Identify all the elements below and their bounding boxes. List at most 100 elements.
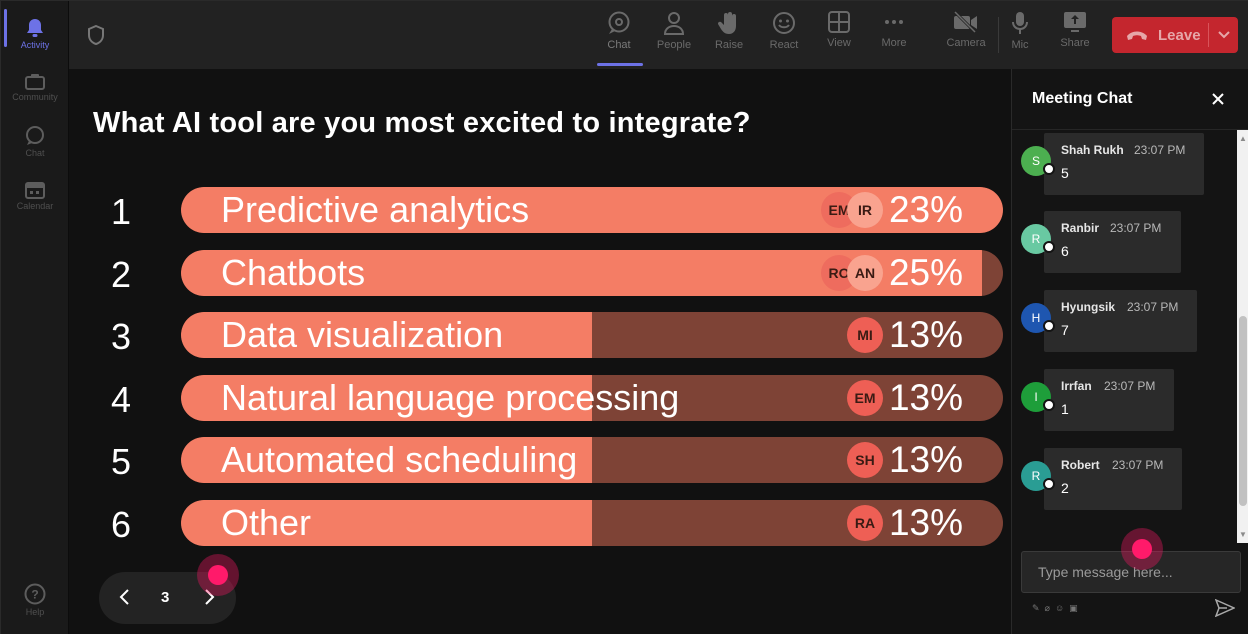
chat-icon <box>26 126 44 145</box>
rail-label-activity: Activity <box>20 40 50 50</box>
poll-option-label: Chatbots <box>221 252 366 293</box>
poll-option-number: 5 <box>110 441 132 482</box>
presence-indicator <box>1043 478 1055 490</box>
voter-avatar: AN <box>847 255 883 291</box>
gif-icon[interactable]: ▣ <box>1069 603 1078 613</box>
emoji-icon[interactable]: ☺ <box>1054 603 1065 613</box>
presence-indicator <box>1043 399 1055 411</box>
poll-option-row: 2 Chatbots RO AN 25% <box>69 250 1011 296</box>
poll-option-number: 4 <box>110 379 132 420</box>
page-number: 3 <box>161 589 170 606</box>
format-icon[interactable]: ✎ <box>1032 603 1040 613</box>
scroll-thumb[interactable] <box>1239 316 1247 506</box>
voter-avatar: RA <box>847 505 883 541</box>
poll-option-bar[interactable]: Other RA 13% <box>181 500 1003 546</box>
poll-option-percent: 23% <box>888 189 963 230</box>
poll-option-fill <box>181 500 592 546</box>
poll-option-percent: 13% <box>888 377 963 418</box>
toolbar-chat-button[interactable]: Chat <box>592 11 646 63</box>
rail-item-calendar[interactable]: Calendar <box>1 171 69 221</box>
poll-option-bar[interactable]: Data visualization MI 13% <box>181 312 1003 358</box>
message-time: 23:07 PM <box>1134 143 1186 157</box>
poll-option-row: 3 Data visualization MI 13% <box>69 312 1011 358</box>
poll-option-bar[interactable]: Natural language processing EM 13% <box>181 375 1003 421</box>
rail-item-activity[interactable]: Activity <box>1 9 69 59</box>
smile-icon <box>773 12 795 34</box>
chevron-down-icon[interactable] <box>1216 26 1232 42</box>
toolbar-camera-button[interactable]: Camera <box>939 11 993 63</box>
message-text: 5 <box>1061 165 1069 181</box>
toolbar-people-label: People <box>656 39 692 51</box>
presence-indicator <box>1043 241 1055 253</box>
poll-option-fill <box>181 375 592 421</box>
svg-text:?: ? <box>31 588 38 602</box>
chat-message: Irrfan 23:07 PM 1 <box>1044 369 1174 431</box>
toolbar-more-button[interactable]: More <box>867 11 921 63</box>
rail-item-help[interactable]: ? Help <box>1 575 69 625</box>
close-icon[interactable] <box>1210 91 1226 107</box>
poll-option-bar[interactable]: Predictive analytics EM IR 23% <box>181 187 1003 233</box>
message-text: 2 <box>1061 480 1069 496</box>
scroll-down-arrow-icon[interactable]: ▼ <box>1239 530 1247 539</box>
community-icon <box>25 74 45 90</box>
poll-option-fill <box>181 312 592 358</box>
poll-option-percent: 13% <box>888 502 963 543</box>
toolbar-react-button[interactable]: React <box>757 11 811 63</box>
poll-option-percent: 13% <box>888 314 963 355</box>
message-sender: Shah Rukh <box>1061 143 1124 157</box>
attach-icon[interactable]: ⌀ <box>1044 603 1050 613</box>
left-rail: Activity Community Chat Calendar ? Help <box>1 1 69 634</box>
message-sender: Hyungsik <box>1061 300 1116 314</box>
poll-option-row: 6 Other RA 13% <box>69 500 1011 546</box>
rail-label-help: Help <box>25 607 45 617</box>
message-input-box[interactable] <box>1021 551 1241 593</box>
poll-option-bar[interactable]: Chatbots RO AN 25% <box>181 250 1003 296</box>
voter-avatar: IR <box>847 192 883 228</box>
chat-title: Meeting Chat <box>1032 90 1133 107</box>
poll-option-bar[interactable]: Automated scheduling SH 13% <box>181 437 1003 483</box>
poll-option-row: 1 Predictive analytics EM IR 23% <box>69 187 1011 233</box>
phone-hangup-icon <box>1127 31 1147 40</box>
send-icon[interactable] <box>1215 599 1235 617</box>
toolbar-more-label: More <box>881 37 907 49</box>
rail-label-chat: Chat <box>25 148 45 158</box>
scroll-up-arrow-icon[interactable]: ▲ <box>1239 134 1247 143</box>
toolbar-share-button[interactable]: Share <box>1048 11 1102 63</box>
toolbar-share-label: Share <box>1060 37 1090 49</box>
meeting-chat-panel: Meeting Chat Shah Rukh 23:07 PM 5 S Ranbir 23… <box>1011 69 1248 634</box>
message-sender: Robert <box>1061 458 1100 472</box>
toolbar-people-button[interactable]: People <box>647 11 701 63</box>
message-input[interactable] <box>1022 552 1240 592</box>
calendar-icon <box>25 182 45 199</box>
chat-scrollbar[interactable]: ▲ ▼ <box>1237 130 1248 543</box>
rail-label-community: Community <box>12 92 58 102</box>
shield-icon <box>88 25 104 45</box>
rail-item-community[interactable]: Community <box>1 63 69 113</box>
toolbar-raise-label: Raise <box>714 39 744 51</box>
poll-option-percent: 25% <box>888 252 963 293</box>
chevron-right-icon[interactable] <box>201 588 217 606</box>
voter-avatar: SH <box>847 442 883 478</box>
leave-button[interactable]: Leave <box>1112 17 1238 53</box>
rail-item-chat[interactable]: Chat <box>1 117 69 167</box>
message-sender: Ranbir <box>1061 221 1100 235</box>
chat-message: Robert 23:07 PM 2 <box>1044 448 1182 510</box>
poll-option-label: Data visualization <box>221 314 504 355</box>
poll-option-number: 6 <box>110 504 132 545</box>
toolbar-mic-button[interactable]: Mic <box>993 11 1047 63</box>
leave-separator <box>1208 23 1209 47</box>
more-icon <box>885 20 903 24</box>
leave-label: Leave <box>1158 26 1201 44</box>
chat-icon <box>608 11 630 34</box>
format-toolbar: ✎ ⌀ ☺ ▣ <box>1032 603 1078 614</box>
chevron-left-icon[interactable] <box>117 588 133 606</box>
toolbar-view-button[interactable]: View <box>812 11 866 63</box>
message-time: 23:07 PM <box>1127 300 1179 314</box>
message-sender: Irrfan <box>1061 379 1092 393</box>
click-indicator <box>197 554 239 596</box>
poll-option-row: 4 Natural language processing EM 13% <box>69 375 1011 421</box>
toolbar-active-underline <box>597 63 643 66</box>
camera-off-icon <box>953 11 977 33</box>
toolbar-raise-button[interactable]: Raise <box>702 11 756 63</box>
rail-label-calendar: Calendar <box>16 201 54 211</box>
